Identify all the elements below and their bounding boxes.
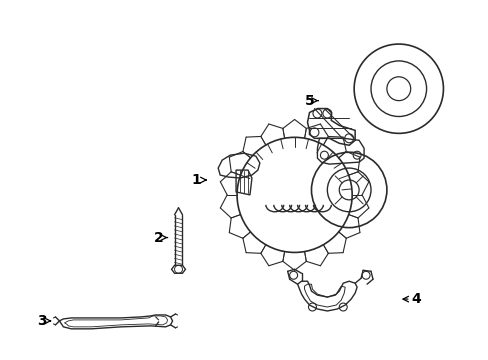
Text: 2: 2 — [154, 230, 163, 244]
Text: 4: 4 — [411, 292, 421, 306]
Text: 3: 3 — [37, 314, 46, 328]
Text: 5: 5 — [304, 94, 314, 108]
Text: 1: 1 — [191, 173, 201, 187]
